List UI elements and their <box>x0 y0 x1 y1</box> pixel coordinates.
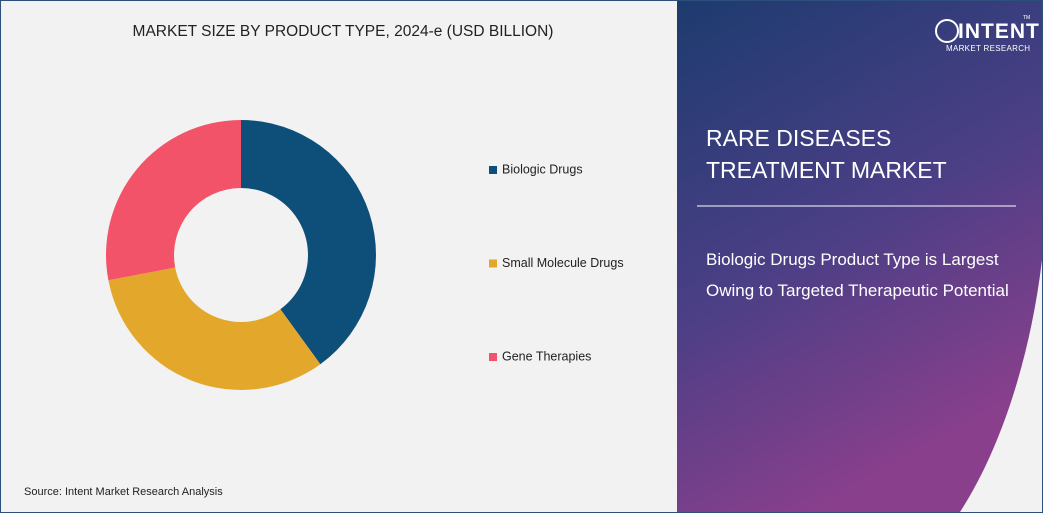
chart-title: MARKET SIZE BY PRODUCT TYPE, 2024-e (USD… <box>133 23 554 40</box>
logo-name: INTENT <box>958 20 1040 43</box>
legend-label: Gene Therapies <box>502 349 591 363</box>
logo-tm: TM <box>1023 15 1031 21</box>
legend-label: Small Molecule Drugs <box>502 256 624 270</box>
donut-segment <box>105 120 241 281</box>
legend-label: Biologic Drugs <box>502 162 583 176</box>
source: Source: Intent Market Research Analysis <box>24 486 223 498</box>
legend-swatch <box>489 353 497 361</box>
donut-segment <box>108 267 321 390</box>
panel-title: RARE DISEASES TREATMENT MARKET <box>706 125 947 183</box>
logo-icon <box>935 19 959 43</box>
logo-subtitle: MARKET RESEARCH <box>946 44 1031 53</box>
donut-segment <box>241 120 376 365</box>
panel-text: Biologic Drugs Product Type is Largest O… <box>706 250 1009 300</box>
side-panel <box>677 1 1042 512</box>
legend-swatch <box>489 259 497 268</box>
legend-swatch <box>489 166 497 174</box>
